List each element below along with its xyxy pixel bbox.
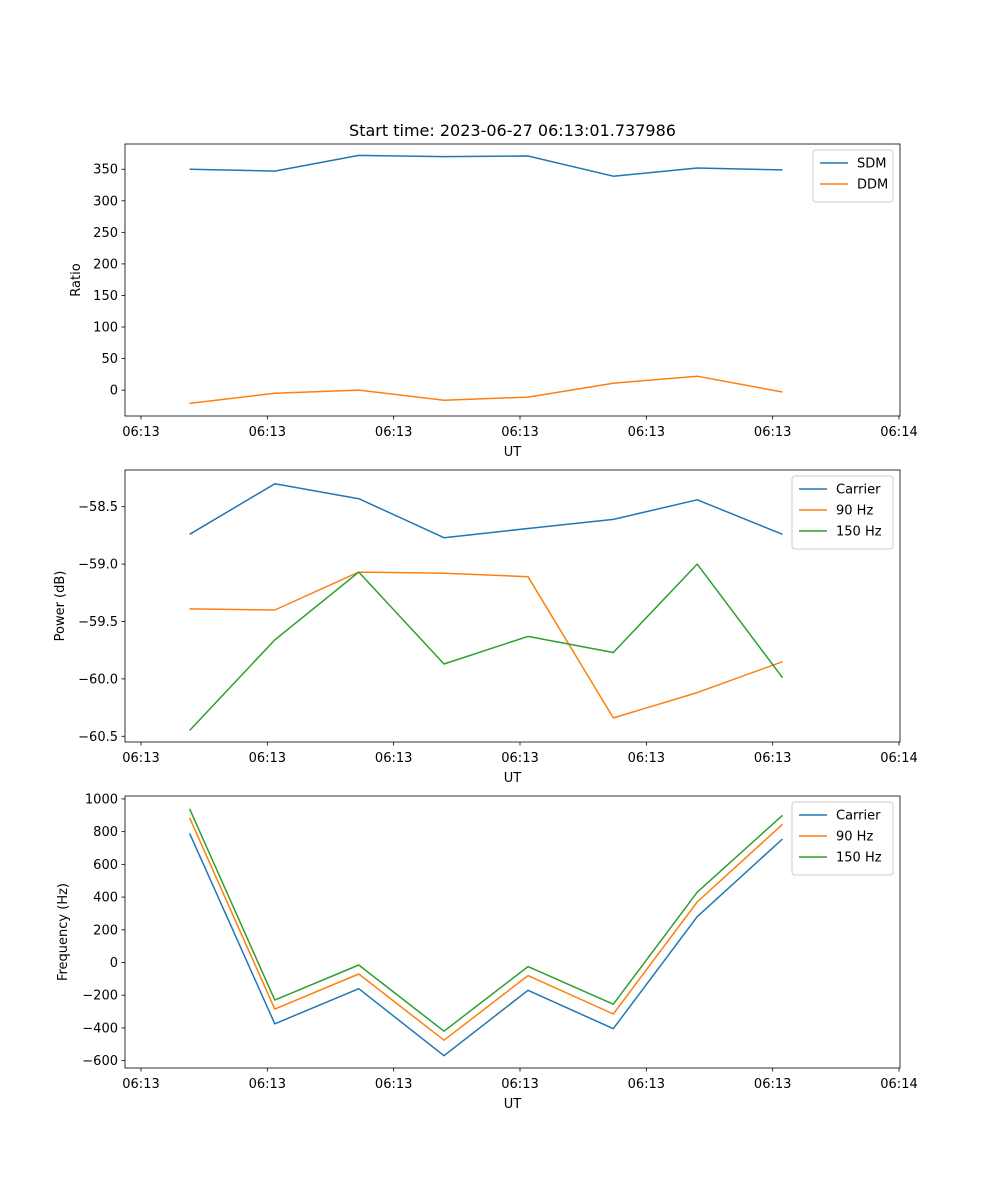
y-axis-label: Ratio bbox=[69, 263, 84, 296]
y-tick-label: −200 bbox=[82, 989, 118, 1004]
y-tick-label: 300 bbox=[93, 194, 118, 209]
y-tick-label: 800 bbox=[93, 825, 118, 840]
x-tick-label: 06:13 bbox=[628, 1077, 665, 1092]
y-tick-label: 150 bbox=[93, 289, 118, 304]
x-axis-label: UT bbox=[504, 771, 522, 786]
x-tick-label: 06:13 bbox=[754, 425, 791, 440]
chart-title: Start time: 2023-06-27 06:13:01.737986 bbox=[349, 121, 676, 140]
series-line-150-hz bbox=[188, 808, 784, 1032]
y-tick-label: 1000 bbox=[85, 792, 118, 807]
x-tick-label: 06:13 bbox=[249, 751, 286, 766]
y-tick-label: −60.0 bbox=[78, 672, 118, 687]
y-tick-label: 0 bbox=[110, 384, 118, 399]
y-axis-label: Power (dB) bbox=[53, 571, 68, 642]
x-tick-label: 06:13 bbox=[628, 425, 665, 440]
x-axis-label: UT bbox=[504, 445, 522, 460]
series-line-90-hz bbox=[189, 571, 783, 719]
chart-panel-3: −600 −400 −200 0 200 400 600 800 1000 06:13 06:13 0… bbox=[56, 792, 918, 1112]
x-tick-label: 06:13 bbox=[249, 425, 286, 440]
x-tick-label: 06:14 bbox=[880, 425, 917, 440]
plot-frame bbox=[124, 469, 901, 743]
y-tick-label: 0 bbox=[110, 956, 118, 971]
x-tick-label: 06:13 bbox=[375, 425, 412, 440]
x-tick-label: 06:13 bbox=[122, 1077, 159, 1092]
series-line-90-hz bbox=[188, 817, 784, 1041]
y-tick-label: −60.5 bbox=[78, 730, 118, 745]
series-line-carrier bbox=[188, 832, 784, 1057]
y-tick-label: 200 bbox=[93, 923, 118, 938]
series-line-sdm bbox=[189, 154, 783, 177]
plot-frame bbox=[124, 795, 901, 1069]
y-tick-label: 50 bbox=[101, 352, 118, 367]
x-tick-label: 06:13 bbox=[375, 1077, 412, 1092]
y-tick-label: 200 bbox=[93, 257, 118, 272]
x-tick-label: 06:13 bbox=[501, 1077, 538, 1092]
x-axis-label: UT bbox=[504, 1097, 522, 1112]
y-tick-label: −400 bbox=[82, 1021, 118, 1036]
y-tick-label: −600 bbox=[82, 1054, 118, 1069]
x-tick-label: 06:13 bbox=[122, 751, 159, 766]
legend-label-90-hz: 90 Hz bbox=[836, 830, 873, 845]
y-tick-label: 400 bbox=[93, 891, 118, 906]
series-line-150-hz bbox=[189, 563, 784, 732]
legend-label-carrier: Carrier bbox=[836, 483, 881, 498]
x-tick-label: 06:13 bbox=[249, 1077, 286, 1092]
x-tick-label: 06:13 bbox=[375, 751, 412, 766]
x-tick-label: 06:13 bbox=[754, 1077, 791, 1092]
chart-panel-1: 0 50 100 150 200 250 300 350 06:13 06:13 06:13 06:1… bbox=[69, 143, 918, 460]
x-tick-label: 06:13 bbox=[628, 751, 665, 766]
chart-panel-2: −60.5 −60.0 −59.5 −59.0 −58.5 06:13 06:13 06:13… bbox=[53, 469, 918, 786]
x-tick-label: 06:14 bbox=[880, 751, 917, 766]
y-tick-label: −58.5 bbox=[78, 500, 118, 515]
y-tick-label: −59.5 bbox=[78, 615, 118, 630]
x-tick-label: 06:13 bbox=[122, 425, 159, 440]
series-line-ddm bbox=[189, 375, 783, 405]
legend-label-carrier: Carrier bbox=[836, 809, 881, 824]
series-line-carrier bbox=[189, 483, 783, 539]
x-tick-label: 06:13 bbox=[501, 425, 538, 440]
plot-frame bbox=[124, 143, 901, 417]
x-tick-label: 06:13 bbox=[754, 751, 791, 766]
legend-label-sdm: SDM bbox=[857, 157, 886, 172]
y-tick-label: 600 bbox=[93, 858, 118, 873]
y-tick-label: −59.0 bbox=[78, 558, 118, 573]
legend-label-150-hz: 150 Hz bbox=[836, 851, 882, 866]
y-tick-label: 250 bbox=[93, 226, 118, 241]
x-tick-label: 06:13 bbox=[501, 751, 538, 766]
x-tick-label: 06:14 bbox=[880, 1077, 917, 1092]
y-tick-label: 100 bbox=[93, 321, 118, 336]
legend-label-ddm: DDM bbox=[857, 178, 888, 193]
y-tick-label: 350 bbox=[93, 163, 118, 178]
y-axis-label: Frequency (Hz) bbox=[56, 883, 71, 981]
legend-label-150-hz: 150 Hz bbox=[836, 525, 882, 540]
legend-label-90-hz: 90 Hz bbox=[836, 504, 873, 519]
